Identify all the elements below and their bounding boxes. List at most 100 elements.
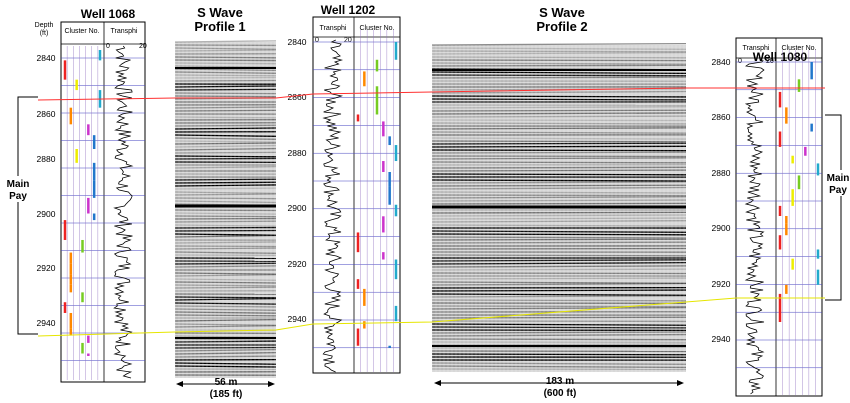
- seismic-trace: [174, 40, 277, 43]
- seismic-trace: [174, 56, 277, 59]
- seismic-trace: [431, 199, 687, 202]
- seismic-trace: [174, 124, 277, 127]
- seismic-trace: [174, 215, 277, 218]
- seismic-trace: [431, 202, 687, 205]
- depth-label: 2880: [37, 154, 56, 164]
- depth-label: 2860: [712, 112, 731, 122]
- well-1080-depth-labels: 2840 2860 2880 2900 2920 2940: [712, 57, 731, 344]
- transphi-curve: [744, 59, 765, 395]
- seismic-trace: [174, 247, 277, 250]
- main-pay-label: Main: [827, 173, 850, 184]
- seismic-trace: [174, 106, 277, 109]
- transphi-curve: [322, 39, 344, 373]
- seismic-trace: [174, 308, 277, 311]
- seismic-trace: [431, 293, 687, 296]
- seismic-trace: [431, 277, 687, 280]
- well-1080-panel: Well 1080 Transphi Cluster No. 0 20 2840…: [712, 37, 823, 397]
- seismic-trace: [174, 272, 277, 275]
- well-1202-depth-labels: 2840 2860 2880 2900 2920 2940: [288, 37, 307, 324]
- seismic-trace: [431, 59, 687, 62]
- depth-label: 2900: [712, 223, 731, 233]
- seismic-trace: [431, 265, 687, 268]
- depth-axis-unit: (ft): [40, 30, 49, 37]
- well-1068-transphi-log: [113, 45, 134, 379]
- seismic-trace: [174, 224, 277, 227]
- seismic-trace: [174, 181, 277, 184]
- seismic-trace: [431, 42, 687, 46]
- seismic-trace: [431, 211, 687, 214]
- seismic-trace: [431, 316, 687, 319]
- seismic-trace: [174, 147, 277, 151]
- profile-2-scale-arrow: [434, 380, 684, 386]
- well-1080-gridlines: [736, 50, 822, 395]
- profile-2-width-ft: (600 ft): [544, 388, 577, 399]
- base-pay-correlation-line: [37, 297, 825, 337]
- seismic-trace: [431, 71, 687, 75]
- seismic-trace: [431, 161, 687, 164]
- seismic-trace: [174, 140, 277, 143]
- seismic-trace: [431, 254, 687, 257]
- seismic-trace: [431, 362, 687, 365]
- profile-1-scale-arrow: [176, 381, 275, 387]
- seismic-trace: [174, 137, 277, 140]
- seismic-trace: [174, 200, 277, 204]
- seismic-trace: [174, 362, 277, 365]
- seismic-trace: [431, 346, 687, 349]
- transphi-scale-max: 20: [139, 43, 147, 50]
- seismic-trace: [174, 184, 277, 187]
- depth-label: 2860: [288, 92, 307, 102]
- seismic-trace: [431, 259, 687, 262]
- seismic-trace: [174, 144, 277, 148]
- seismic-trace: [174, 233, 277, 236]
- main-pay-left-bracket: Main Pay: [3, 96, 38, 335]
- seismic-trace: [174, 116, 277, 119]
- top-pay-correlation-line: [37, 87, 825, 101]
- cluster-track-header: Cluster No.: [781, 45, 816, 52]
- profile-2-subtitle: Profile 2: [536, 19, 587, 34]
- seismic-trace: [431, 233, 687, 236]
- well-1080-cluster-log: [778, 62, 820, 322]
- seismic-trace: [174, 92, 277, 95]
- seismic-trace: [431, 217, 687, 220]
- seismic-trace: [431, 64, 687, 67]
- depth-label: 2920: [712, 279, 731, 289]
- main-pay-right-bracket: Main Pay: [825, 114, 850, 301]
- seismic-trace: [431, 95, 687, 98]
- transphi-track-header: Transphi: [111, 28, 138, 35]
- seismic-trace: [431, 230, 687, 233]
- seismic-trace: [174, 151, 277, 154]
- seismic-trace: [174, 340, 277, 343]
- seismic-trace: [431, 142, 687, 145]
- seismic-trace: [174, 365, 277, 368]
- well-1068-gridlines: [61, 46, 145, 380]
- seismic-trace: [174, 314, 277, 317]
- transphi-track-header: Transphi: [320, 25, 347, 32]
- main-pay-label: Pay: [829, 185, 847, 196]
- seismic-trace: [174, 95, 277, 98]
- seismic-trace: [431, 137, 687, 140]
- seismic-trace: [174, 284, 277, 287]
- seismic-trace: [174, 155, 277, 158]
- seismic-trace: [431, 289, 687, 292]
- well-1080-transphi-log: [744, 59, 765, 395]
- profile-1-seismic-section: [174, 40, 277, 378]
- seismic-trace: [431, 194, 687, 197]
- seismic-trace: [431, 115, 687, 118]
- main-pay-label: Pay: [9, 191, 27, 202]
- depth-label: 2940: [37, 318, 56, 328]
- seismic-trace: [431, 236, 687, 239]
- seismic-trace: [431, 306, 687, 310]
- seismic-trace: [431, 56, 687, 59]
- depth-label: 2840: [288, 37, 307, 47]
- seismic-trace: [431, 112, 687, 115]
- seismic-trace: [431, 333, 687, 337]
- seismic-trace: [174, 297, 277, 301]
- seismic-trace: [431, 331, 687, 334]
- seismic-trace: [431, 241, 687, 244]
- seismic-trace: [431, 122, 687, 125]
- well-1202-transphi-log: [322, 39, 344, 373]
- seismic-trace: [431, 238, 687, 241]
- seismic-trace: [431, 74, 687, 77]
- seismic-trace: [431, 262, 687, 265]
